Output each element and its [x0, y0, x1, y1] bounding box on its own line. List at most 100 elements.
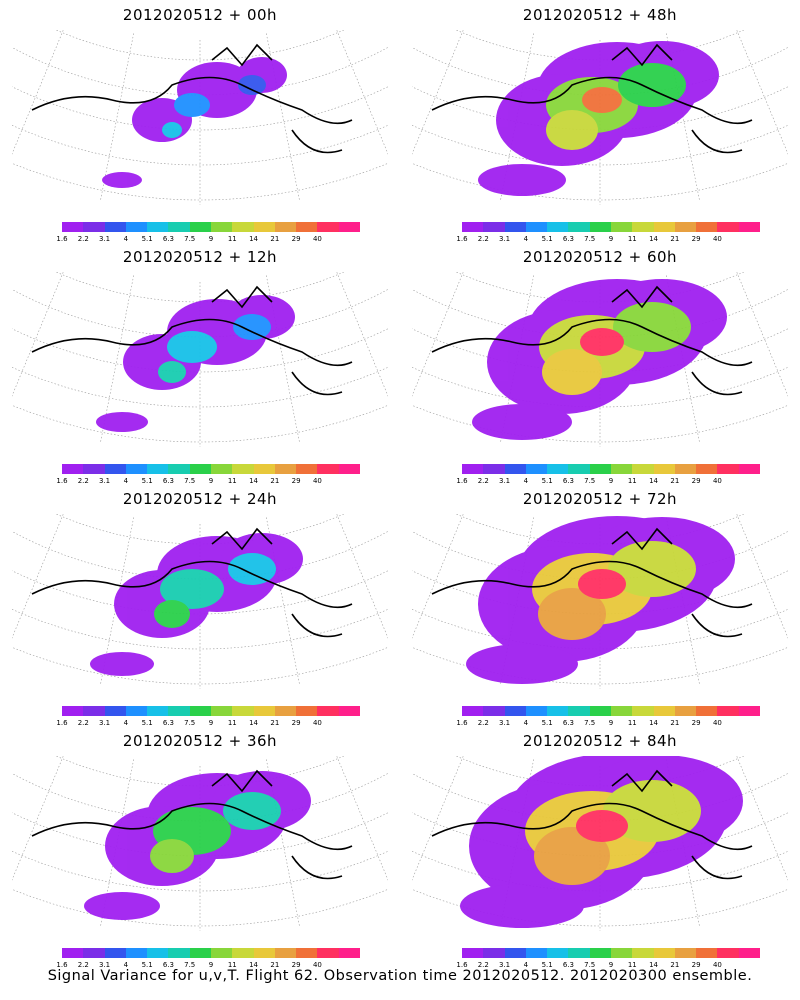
- colorbar-swatch: [547, 222, 569, 232]
- colorbar-labels: 1.6 2.2 3.1 4 5.1 6.3 7.5 9 11 14 21 29 40: [456, 719, 760, 728]
- colorbar-swatch: [568, 948, 590, 958]
- colorbar-swatch: [653, 222, 675, 232]
- colorbar-swatch: [738, 464, 760, 474]
- colorbar-swatch: [83, 222, 105, 232]
- colorbar-swatch: [632, 706, 654, 716]
- colorbar-swatch: [62, 464, 84, 474]
- colorbar-swatch: [738, 222, 760, 232]
- colorbar-swatch: [547, 948, 569, 958]
- colorbar-label: 21: [270, 719, 280, 727]
- colorbar-swatch: [462, 706, 484, 716]
- colorbar-label: 11: [627, 719, 637, 727]
- colorbar-label: 5.1: [141, 719, 153, 727]
- colorbar-label: 1.6: [56, 961, 68, 969]
- colorbar-label: 11: [627, 235, 637, 243]
- colorbar-swatch: [104, 222, 126, 232]
- colorbar-swatch: [189, 706, 211, 716]
- colorbar-swatch: [547, 464, 569, 474]
- colorbar-swatch: [253, 222, 275, 232]
- colorbar-labels: 1.6 2.2 3.1 4 5.1 6.3 7.5 9 11 14 21 29 40: [456, 235, 760, 244]
- panel-title: 2012020512 + 60h: [522, 248, 678, 266]
- colorbar-label: 11: [627, 477, 637, 485]
- colorbar-swatch: [674, 464, 697, 474]
- colorbar-swatch: [147, 948, 169, 958]
- colorbar-label: 11: [227, 235, 237, 243]
- colorbar-swatch: [589, 464, 611, 474]
- colorbar-labels: 1.6 2.2 3.1 4 5.1 6.3 7.5 9 11 14 21 29 40: [56, 477, 360, 486]
- colorbar-swatch: [83, 948, 105, 958]
- colorbar-swatch: [525, 222, 548, 232]
- colorbar-swatch: [504, 464, 526, 474]
- colorbar-swatch: [483, 464, 505, 474]
- forecast-panel: 2012020512 + 72h 1.6 2.2 3.1 4 5.1 6.3 7.5 9 11 14…: [400, 484, 800, 729]
- colorbar-swatch: [610, 222, 633, 232]
- colorbar-swatch: [125, 948, 148, 958]
- colorbar-swatch: [147, 706, 169, 716]
- colorbar-swatch: [125, 706, 148, 716]
- colorbar-label: 7.5: [184, 477, 196, 485]
- colorbar-label: 9: [608, 235, 614, 243]
- colorbar-label: 6.3: [562, 961, 574, 969]
- colorbar-label: 3.1: [498, 719, 511, 727]
- colorbar-swatch: [568, 706, 590, 716]
- colorbar-label: 40: [712, 719, 722, 727]
- colorbar: [62, 464, 360, 474]
- figure-caption: Signal Variance for u,v,T. Flight 62. Ob…: [47, 968, 753, 984]
- colorbar-swatch: [632, 464, 654, 474]
- colorbar-swatch: [168, 464, 190, 474]
- panel-title: 2012020512 + 12h: [122, 248, 278, 266]
- colorbar-swatch: [738, 948, 760, 958]
- colorbar-label: 4: [523, 719, 529, 727]
- colorbar-swatch: [338, 706, 360, 716]
- colorbar-swatch: [462, 222, 484, 232]
- colorbar-label: 7.5: [584, 235, 596, 243]
- colorbar-label: 9: [208, 477, 214, 485]
- colorbar-label: 29: [691, 235, 701, 243]
- colorbar-label: 29: [691, 477, 701, 485]
- forecast-panel: 2012020512 + 36h 1.6 2.2 3.1 4 5.1 6.3 7.5 9 11 14…: [0, 726, 400, 971]
- colorbar-label: 7.5: [184, 235, 196, 243]
- colorbar: [62, 706, 360, 716]
- colorbar-swatch: [274, 948, 297, 958]
- colorbar-swatch: [717, 948, 739, 958]
- colorbar-swatch: [674, 222, 697, 232]
- colorbar-label: 5.1: [541, 477, 553, 485]
- colorbar-swatch: [296, 222, 318, 232]
- colorbar-swatch: [253, 464, 275, 474]
- colorbar-swatch: [568, 222, 590, 232]
- colorbar-label: 7.5: [584, 961, 596, 969]
- colorbar-swatch: [717, 222, 739, 232]
- colorbar-labels: 1.6 2.2 3.1 4 5.1 6.3 7.5 9 11 14 21 29 40: [56, 719, 360, 728]
- colorbar-label: 2.2: [77, 961, 89, 969]
- colorbar-label: 11: [627, 961, 637, 969]
- colorbar-swatch: [168, 706, 190, 716]
- colorbar-swatch: [104, 948, 126, 958]
- colorbar-label: 14: [649, 961, 659, 969]
- colorbar-label: 1.6: [456, 477, 468, 485]
- colorbar-swatch: [210, 706, 233, 716]
- colorbar-swatch: [210, 948, 233, 958]
- colorbar-label: 1.6: [456, 719, 468, 727]
- colorbar-labels: 1.6 2.2 3.1 4 5.1 6.3 7.5 9 11 14 21 29 40: [56, 961, 360, 970]
- colorbar-swatch: [610, 706, 633, 716]
- colorbar-swatch: [168, 222, 190, 232]
- colorbar-label: 3.1: [498, 961, 511, 969]
- colorbar-swatch: [147, 222, 169, 232]
- colorbar-label: 29: [291, 477, 301, 485]
- colorbar-swatch: [504, 706, 526, 716]
- colorbar-swatch: [189, 948, 211, 958]
- colorbar-label: 6.3: [162, 477, 174, 485]
- colorbar-label: 5.1: [141, 961, 153, 969]
- colorbar-label: 21: [270, 477, 280, 485]
- forecast-panel: 2012020512 + 24h 1.6 2.2 3.1 4 5.1 6.3 7.5 9 11 14…: [0, 484, 400, 729]
- colorbar-label: 9: [208, 961, 214, 969]
- colorbar-label: 4: [123, 961, 129, 969]
- colorbar-label: 3.1: [498, 477, 511, 485]
- colorbar-label: 5.1: [141, 235, 153, 243]
- colorbar: [62, 222, 360, 232]
- forecast-panel: 2012020512 + 12h 1.6 2.2 3.1 4 5.1 6.3 7.5 9 11 14…: [0, 242, 400, 487]
- colorbar-swatch: [632, 222, 654, 232]
- colorbar-label: 21: [670, 235, 680, 243]
- colorbar: [462, 706, 760, 716]
- colorbar-swatch: [232, 948, 254, 958]
